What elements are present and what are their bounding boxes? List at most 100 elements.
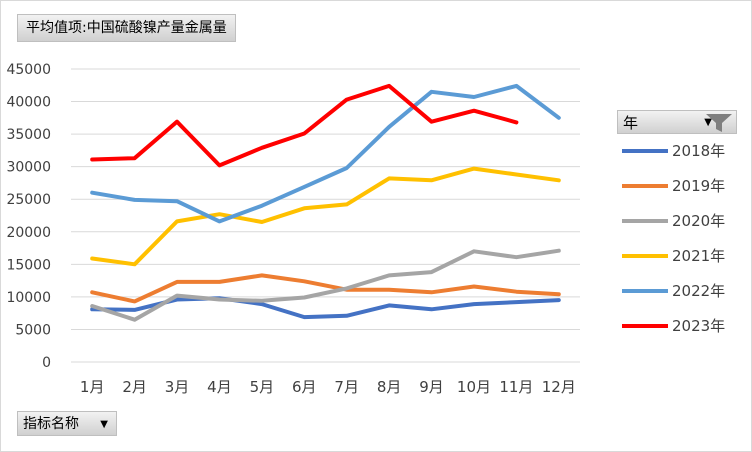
data-point[interactable] bbox=[515, 121, 517, 123]
x-tick-label: 2月 bbox=[122, 378, 147, 396]
data-point[interactable] bbox=[346, 315, 348, 317]
data-point[interactable] bbox=[558, 299, 560, 301]
data-point[interactable] bbox=[515, 291, 517, 293]
data-point[interactable] bbox=[218, 298, 220, 300]
data-point[interactable] bbox=[176, 121, 178, 123]
data-point[interactable] bbox=[91, 192, 93, 194]
data-point[interactable] bbox=[388, 289, 390, 291]
data-point[interactable] bbox=[303, 207, 305, 209]
data-point[interactable] bbox=[473, 96, 475, 98]
series-line-2022年[interactable] bbox=[90, 83, 561, 224]
data-point[interactable] bbox=[261, 274, 263, 276]
data-point[interactable] bbox=[388, 85, 390, 87]
data-point[interactable] bbox=[388, 126, 390, 128]
data-point[interactable] bbox=[134, 309, 136, 311]
data-point[interactable] bbox=[218, 220, 220, 222]
data-point[interactable] bbox=[558, 179, 560, 181]
data-point[interactable] bbox=[91, 159, 93, 161]
x-tick-label: 7月 bbox=[334, 378, 359, 396]
data-point[interactable] bbox=[558, 250, 560, 252]
data-point[interactable] bbox=[558, 117, 560, 119]
y-tick-label: 35000 bbox=[6, 127, 51, 143]
data-point[interactable] bbox=[473, 303, 475, 305]
legend-swatch bbox=[622, 254, 668, 258]
data-point[interactable] bbox=[346, 203, 348, 205]
data-point[interactable] bbox=[303, 297, 305, 299]
data-point[interactable] bbox=[134, 199, 136, 201]
data-point[interactable] bbox=[176, 200, 178, 202]
field-filter-button[interactable]: 指标名称 ▼ bbox=[17, 411, 117, 436]
data-point[interactable] bbox=[176, 281, 178, 283]
data-point[interactable] bbox=[176, 298, 178, 300]
data-point[interactable] bbox=[473, 285, 475, 287]
series-line-2019年[interactable] bbox=[90, 273, 561, 304]
y-axis: 0 5000 10000 15000 20000 25000 30000 35000 40000… bbox=[6, 62, 51, 371]
dropdown-arrow-icon[interactable]: ▼ bbox=[100, 419, 108, 430]
data-point[interactable] bbox=[515, 173, 517, 175]
legend-swatch bbox=[622, 149, 668, 153]
data-point[interactable] bbox=[134, 157, 136, 159]
data-point[interactable] bbox=[134, 300, 136, 302]
data-point[interactable] bbox=[91, 291, 93, 293]
x-tick-label: 1月 bbox=[80, 378, 105, 396]
data-point[interactable] bbox=[431, 121, 433, 123]
data-point[interactable] bbox=[346, 287, 348, 289]
series-line-2023年[interactable] bbox=[90, 83, 519, 168]
data-point[interactable] bbox=[91, 308, 93, 310]
series-line-2020年[interactable] bbox=[90, 248, 561, 322]
legend-swatch bbox=[622, 289, 668, 293]
x-tick-label: 8月 bbox=[377, 378, 402, 396]
data-point[interactable] bbox=[176, 295, 178, 297]
data-point[interactable] bbox=[473, 168, 475, 170]
legend-label: 2020年 bbox=[672, 212, 726, 230]
data-point[interactable] bbox=[303, 316, 305, 318]
data-point[interactable] bbox=[134, 319, 136, 321]
data-point[interactable] bbox=[431, 271, 433, 273]
data-point[interactable] bbox=[346, 99, 348, 101]
dropdown-arrow-icon[interactable]: ▼ bbox=[704, 117, 712, 128]
data-point[interactable] bbox=[303, 280, 305, 282]
data-point[interactable] bbox=[261, 147, 263, 149]
series-line-2021年[interactable] bbox=[90, 166, 561, 267]
data-point[interactable] bbox=[218, 281, 220, 283]
data-point[interactable] bbox=[431, 91, 433, 93]
x-tick-label: 10月 bbox=[457, 378, 491, 396]
data-point[interactable] bbox=[515, 85, 517, 87]
filter-icon[interactable] bbox=[705, 113, 733, 133]
data-point[interactable] bbox=[303, 132, 305, 134]
data-point[interactable] bbox=[431, 308, 433, 310]
data-point[interactable] bbox=[303, 186, 305, 188]
data-point[interactable] bbox=[91, 305, 93, 307]
data-point[interactable] bbox=[431, 179, 433, 181]
data-point[interactable] bbox=[346, 167, 348, 169]
data-point[interactable] bbox=[431, 291, 433, 293]
data-point[interactable] bbox=[388, 274, 390, 276]
data-point[interactable] bbox=[515, 256, 517, 258]
data-point[interactable] bbox=[218, 164, 220, 166]
data-point[interactable] bbox=[261, 300, 263, 302]
data-point[interactable] bbox=[176, 220, 178, 222]
data-point[interactable] bbox=[261, 205, 263, 207]
series-line-2018年[interactable] bbox=[90, 296, 561, 320]
data-point[interactable] bbox=[388, 177, 390, 179]
data-point[interactable] bbox=[261, 303, 263, 305]
data-point[interactable] bbox=[388, 304, 390, 306]
x-tick-label: 12月 bbox=[542, 378, 576, 396]
data-point[interactable] bbox=[558, 293, 560, 295]
legend-field-header[interactable]: 年 ▼ bbox=[617, 110, 737, 134]
data-point[interactable] bbox=[134, 263, 136, 265]
y-tick-label: 40000 bbox=[6, 95, 51, 111]
data-point[interactable] bbox=[473, 250, 475, 252]
data-point[interactable] bbox=[91, 257, 93, 259]
data-point[interactable] bbox=[515, 301, 517, 303]
legend-label: 2022年 bbox=[672, 282, 726, 300]
y-tick-label: 5000 bbox=[15, 322, 51, 338]
field-filter-label: 指标名称 bbox=[23, 416, 79, 432]
value-field-title[interactable]: 平均值项:中国硫酸镍产量金属量 bbox=[17, 14, 236, 42]
data-point[interactable] bbox=[473, 110, 475, 112]
data-point[interactable] bbox=[218, 213, 220, 215]
data-point[interactable] bbox=[261, 221, 263, 223]
y-tick-label: 10000 bbox=[6, 290, 51, 306]
